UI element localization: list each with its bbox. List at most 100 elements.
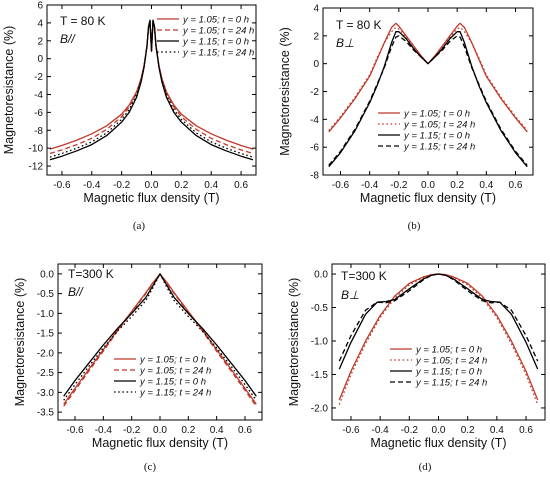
field-orientation-label: B// bbox=[60, 32, 76, 46]
legend-entry: y = 1.05; t = 0 h bbox=[415, 345, 482, 356]
y-tick-label: -1.0 bbox=[37, 309, 55, 320]
y-tick-label: -3.5 bbox=[37, 408, 55, 419]
legend-entry: y = 1.15; t = 0 h bbox=[139, 377, 206, 388]
y-tick-label: -6 bbox=[310, 143, 319, 154]
series-group bbox=[63, 273, 257, 407]
y-axis-label: Magnetoresistance (%) bbox=[13, 278, 27, 407]
series-line-4 bbox=[63, 273, 257, 401]
y-tick-label: 6 bbox=[37, 1, 43, 12]
y-tick-label: -10 bbox=[29, 144, 44, 155]
series-group bbox=[328, 22, 528, 168]
series-line-2 bbox=[338, 273, 539, 405]
x-tick-label: -0.2 bbox=[123, 425, 141, 436]
legend-entry: y = 1.05; t = 24 h bbox=[139, 366, 211, 377]
x-tick-label: 0.6 bbox=[238, 425, 252, 436]
y-tick-label: 0.0 bbox=[40, 269, 54, 280]
x-tick-label: -0.2 bbox=[390, 180, 408, 191]
chart-panel-3: -0.6 -0.4 -0.2 0.0 0.2 0.4 0.6 -3.5 -3.0 -2.5 -2.0… bbox=[13, 263, 263, 473]
y-tick-label: -1.5 bbox=[311, 370, 329, 381]
y-tick-label: -1.5 bbox=[37, 329, 55, 340]
series-line-3 bbox=[328, 31, 528, 168]
legend-entry: y = 1.15; t = 0 h bbox=[415, 367, 482, 378]
chart-panel-1: -0.6 -0.4 -0.2 0.0 0.2 0.4 0.6 -12 -10 -8 -6 -4 -2 0 2… bbox=[2, 1, 257, 232]
x-tick-label: -0.6 bbox=[332, 180, 350, 191]
x-tick-label: 0.0 bbox=[145, 180, 159, 191]
y-tick-label: -2.0 bbox=[311, 403, 329, 414]
x-tick-label: 0.0 bbox=[153, 425, 167, 436]
y-axis-label: Magnetoresistance (%) bbox=[287, 278, 301, 407]
y-tick-label: -3.0 bbox=[37, 388, 55, 399]
x-tick-label: -0.6 bbox=[53, 180, 71, 191]
legend-entry: y = 1.15; t = 24 h bbox=[139, 388, 211, 399]
x-axis-label: Magnetic flux density (T) bbox=[370, 436, 506, 450]
x-axis-label: Magnetic flux density (T) bbox=[92, 436, 228, 450]
y-tick-label: 2 bbox=[313, 31, 319, 42]
x-tick-label: 0.4 bbox=[479, 180, 493, 191]
y-tick-label: -4 bbox=[34, 90, 43, 101]
legend: y = 1.05; t = 0 hy = 1.05; t = 24 hy = 1… bbox=[378, 109, 475, 153]
legend-entry: y = 1.15; t = 24 h bbox=[403, 142, 475, 153]
x-tick-label: 0.4 bbox=[204, 180, 218, 191]
series-line-4 bbox=[49, 20, 254, 158]
x-tick-label: 0.2 bbox=[461, 425, 475, 436]
temperature-label: T=300 K bbox=[341, 269, 387, 283]
legend-entry: y = 1.15; t = 24 h bbox=[415, 378, 487, 389]
panel-caption: (c) bbox=[144, 461, 157, 473]
legend-entry: y = 1.05; t = 0 h bbox=[403, 109, 470, 120]
y-tick-label: 4 bbox=[313, 4, 319, 15]
legend-entry: y = 1.15; t = 0 h bbox=[182, 37, 249, 48]
series-line-4 bbox=[338, 273, 539, 362]
y-tick-label: -0.5 bbox=[311, 303, 329, 314]
y-tick-label: -6 bbox=[34, 108, 43, 119]
x-tick-label: 0.6 bbox=[519, 425, 533, 436]
x-tick-label: -0.2 bbox=[113, 180, 131, 191]
y-tick-label: -2.5 bbox=[37, 368, 55, 379]
field-orientation-label: B⊥ bbox=[341, 288, 359, 302]
x-tick-label: 0.2 bbox=[181, 425, 195, 436]
x-tick-label: -0.4 bbox=[95, 425, 113, 436]
legend-entry: y = 1.15; t = 0 h bbox=[403, 131, 470, 142]
x-tick-label: 0.4 bbox=[490, 425, 504, 436]
x-axis-label: Magnetic flux density (T) bbox=[83, 191, 219, 205]
legend-entry: y = 1.05; t = 24 h bbox=[403, 120, 475, 131]
chart-panel-2: -0.6 -0.4 -0.2 0.0 0.2 0.4 0.6 -8 -6 -4 -2 0 2 4 Magne… bbox=[278, 4, 534, 232]
panel-caption: (a) bbox=[133, 220, 146, 232]
y-tick-label: -12 bbox=[29, 162, 44, 173]
plot-frame bbox=[331, 263, 546, 421]
y-tick-label: 0 bbox=[37, 54, 43, 65]
x-tick-label: -0.4 bbox=[361, 180, 379, 191]
x-tick-label: -0.6 bbox=[342, 425, 360, 436]
temperature-label: T = 80 K bbox=[60, 14, 105, 28]
x-tick-label: 0.6 bbox=[234, 180, 248, 191]
chart-panel-4: -0.6 -0.4 -0.2 0.0 0.2 0.4 0.6 -2.0 -1.5 -1.0 -0.5… bbox=[287, 263, 546, 473]
series-line-3 bbox=[63, 273, 257, 397]
y-tick-label: 4 bbox=[37, 18, 43, 29]
x-tick-label: -0.2 bbox=[401, 425, 419, 436]
y-tick-label: 2 bbox=[37, 36, 43, 47]
legend: y = 1.05; t = 0 hy = 1.05; t = 24 hy = 1… bbox=[114, 355, 211, 399]
y-tick-label: 0 bbox=[313, 59, 319, 70]
y-tick-label: -1.0 bbox=[311, 336, 329, 347]
field-orientation-label: B// bbox=[68, 285, 84, 299]
legend-entry: y = 1.15; t = 24 h bbox=[182, 48, 254, 59]
y-tick-label: -0.5 bbox=[37, 289, 55, 300]
panel-caption: (b) bbox=[408, 220, 421, 232]
x-tick-label: -0.4 bbox=[372, 425, 390, 436]
series-line-4 bbox=[328, 35, 528, 166]
x-tick-label: -0.4 bbox=[83, 180, 101, 191]
x-tick-label: 0.2 bbox=[450, 180, 464, 191]
legend-entry: y = 1.05; t = 24 h bbox=[182, 26, 254, 37]
panel-caption: (d) bbox=[419, 461, 432, 473]
legend-entry: y = 1.05; t = 0 h bbox=[182, 15, 249, 26]
legend-entry: y = 1.05; t = 0 h bbox=[139, 355, 206, 366]
x-tick-label: 0.0 bbox=[432, 425, 446, 436]
series-line-2 bbox=[49, 21, 254, 155]
series-group bbox=[338, 273, 539, 405]
legend-entry: y = 1.05; t = 24 h bbox=[415, 356, 487, 367]
y-axis-label: Magnetoresistance (%) bbox=[2, 26, 16, 155]
y-tick-label: 0.0 bbox=[314, 270, 328, 281]
y-axis-label: Magnetoresistance (%) bbox=[278, 27, 292, 156]
x-tick-label: 0.0 bbox=[421, 180, 435, 191]
legend: y = 1.05; t = 0 hy = 1.05; t = 24 hy = 1… bbox=[390, 345, 487, 389]
